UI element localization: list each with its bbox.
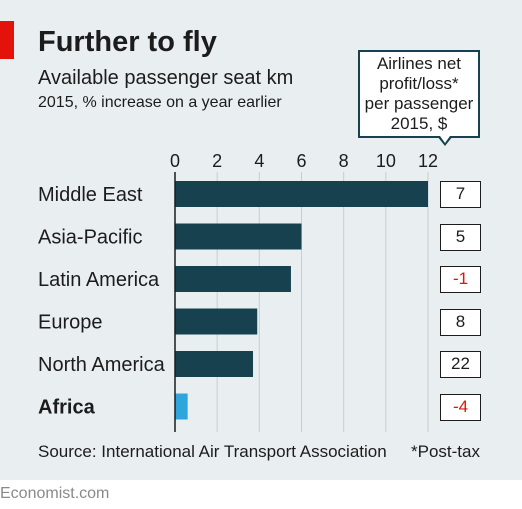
category-label: Latin America [38, 269, 160, 291]
profit-callout-box [358, 50, 480, 138]
profit-value-box: 7 [440, 181, 481, 208]
category-label: Middle East [38, 184, 143, 206]
callout-line: per passenger [364, 94, 474, 113]
bar [175, 308, 258, 335]
callout-pointer-fill [440, 136, 450, 143]
chart-title: Further to fly [38, 26, 217, 58]
callout-line: Airlines net [376, 54, 462, 73]
chart-subtitle: Available passenger seat km [38, 67, 294, 89]
category-label: North America [38, 354, 166, 376]
bar [175, 393, 188, 420]
callout-line: profit/loss* [379, 74, 459, 93]
x-tick-label: 12 [418, 151, 438, 171]
x-tick-label: 4 [254, 151, 264, 171]
brand-accent-tab [0, 21, 14, 59]
x-tick-label: 2 [212, 151, 222, 171]
x-tick-label: 0 [170, 151, 180, 171]
source-note: Source: International Air Transport Asso… [38, 442, 387, 461]
category-label: Asia-Pacific [38, 227, 142, 249]
bar [175, 223, 302, 250]
x-tick-label: 8 [339, 151, 349, 171]
bar [175, 351, 254, 377]
chart-subnote: 2015, % increase on a year earlier [38, 94, 282, 111]
callout-line: 2015, $ [390, 114, 448, 133]
category-label: Europe [38, 312, 103, 334]
profit-value-box: 5 [440, 223, 481, 251]
profit-callout-text: Airlines net profit/loss* per passenger … [358, 54, 480, 134]
brand-watermark: Economist.com [0, 485, 110, 502]
profit-value-box: -4 [440, 393, 481, 421]
profit-value-box: 8 [440, 308, 481, 336]
bar [175, 181, 428, 207]
footnote: *Post-tax [411, 442, 480, 461]
profit-value-box: -1 [440, 266, 481, 293]
profit-value-box: 22 [440, 351, 481, 378]
x-tick-label: 6 [296, 151, 306, 171]
x-tick-label: 10 [376, 151, 396, 171]
bar [175, 266, 291, 292]
category-label: Africa [38, 397, 96, 419]
bar-chart: 0 2 4 6 8 10 12 Middle East Asia-Pacific Latin Am… [38, 151, 438, 432]
